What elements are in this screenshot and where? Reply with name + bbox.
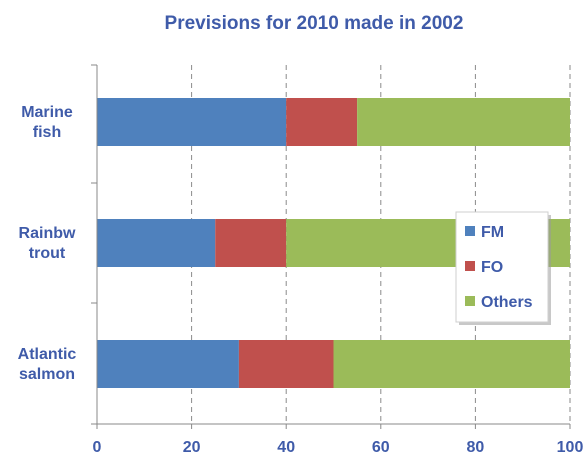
category-label-line: trout: [29, 245, 66, 262]
bar-others-marine-fish: [357, 98, 570, 146]
bar-fo-rainbw-trout: [215, 219, 287, 267]
bar-fo-marine-fish: [286, 98, 358, 146]
legend: FM FO Others: [455, 211, 551, 325]
x-tick-label: 100: [557, 439, 584, 456]
bar-fm-atlantic-salmon: [97, 340, 239, 388]
category-label-line: Atlantic: [18, 346, 77, 363]
legend-label-others: Others: [481, 294, 533, 311]
category-label-line: Marine: [21, 104, 73, 121]
axes: [91, 64, 571, 429]
category-label-line: fish: [33, 124, 61, 141]
category-label: Rainbw trout: [19, 225, 76, 262]
category-label-line: salmon: [19, 366, 75, 383]
x-tick-labels: 0 20 40 60 80 100: [93, 439, 584, 456]
x-tick-label: 0: [93, 439, 102, 456]
x-tick-label: 40: [277, 439, 295, 456]
bar-fm-marine-fish: [97, 98, 287, 146]
x-tick-label: 20: [183, 439, 201, 456]
legend-swatch-fo: [465, 261, 475, 271]
legend-swatch-fm: [465, 226, 475, 236]
x-tick-label: 80: [467, 439, 485, 456]
bar-others-atlantic-salmon: [333, 340, 570, 388]
category-label-line: Rainbw: [19, 225, 76, 242]
legend-swatch-others: [465, 296, 475, 306]
bars: [97, 98, 570, 388]
category-label: Atlantic salmon: [18, 346, 77, 383]
legend-label-fm: FM: [481, 224, 504, 241]
legend-label-fo: FO: [481, 259, 503, 276]
bar-fm-rainbw-trout: [97, 219, 216, 267]
bar-fo-atlantic-salmon: [238, 340, 334, 388]
category-label: Marine fish: [21, 104, 73, 141]
chart-title: Previsions for 2010 made in 2002: [165, 13, 464, 34]
category-labels: Marine fish Rainbw trout Atlantic salmon: [18, 104, 77, 383]
x-tick-label: 60: [372, 439, 390, 456]
